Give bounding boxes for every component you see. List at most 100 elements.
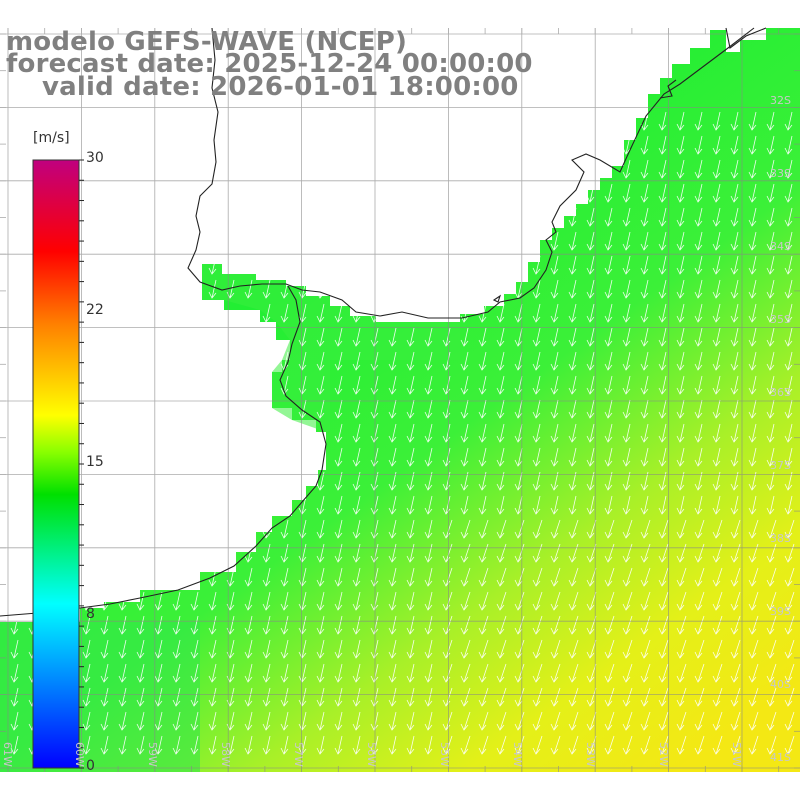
wind-arrow: [514, 423, 523, 443]
wind-arrow: [640, 519, 651, 539]
wind-arrow: [514, 375, 523, 395]
wind-arrow: [730, 663, 741, 683]
lon-label: 52W: [657, 742, 670, 767]
wind-arrow: [766, 111, 775, 131]
wind-arrow: [640, 423, 649, 443]
wind-arrow: [208, 279, 217, 299]
wind-arrow: [712, 255, 721, 275]
wind-arrow: [568, 735, 579, 755]
wind-arrow: [82, 663, 91, 683]
wind-arrow: [550, 423, 559, 443]
wind-arrow: [352, 687, 361, 707]
wind-arrow: [478, 639, 489, 659]
wind-arrow: [784, 519, 795, 539]
wind-arrow: [784, 591, 795, 611]
wind-arrow: [730, 543, 741, 563]
wind-arrow: [460, 471, 469, 491]
wind-arrow: [784, 447, 793, 467]
wind-arrow: [208, 639, 217, 659]
wind-arrow: [640, 735, 651, 755]
wind-arrow: [478, 447, 487, 467]
wind-arrow: [766, 615, 777, 635]
wind-arrow: [244, 591, 253, 611]
coastline-argentina: [0, 285, 327, 617]
wind-arrow: [730, 375, 739, 395]
wind-arrow: [514, 591, 525, 611]
wind-arrow: [640, 279, 649, 299]
wind-arrow: [478, 687, 489, 707]
wind-arrow: [190, 735, 199, 755]
wind-arrow: [334, 447, 343, 467]
wind-arrow: [460, 543, 471, 563]
wind-arrow: [622, 231, 631, 251]
wind-arrow: [100, 591, 109, 611]
wind-arrow: [658, 711, 669, 731]
wind-arrow: [388, 567, 397, 587]
wind-arrow: [748, 519, 759, 539]
wind-arrow: [334, 663, 343, 683]
graticule: [0, 28, 800, 772]
lat-label: 36S: [770, 386, 791, 399]
wind-arrow: [604, 183, 613, 203]
wind-arrow: [622, 255, 631, 275]
wind-arrow: [280, 687, 289, 707]
wind-arrow: [730, 159, 739, 179]
wind-arrow: [784, 303, 793, 323]
wind-arrow: [550, 615, 561, 635]
wind-arrow: [586, 231, 595, 251]
wind-arrow: [676, 471, 685, 491]
wind-arrow: [658, 519, 669, 539]
wind-arrow: [712, 447, 721, 467]
wind-arrow: [334, 351, 343, 371]
wind-arrow: [208, 711, 217, 731]
wind-arrow: [316, 735, 325, 755]
wind-arrow: [352, 519, 361, 539]
wind-arrow: [730, 303, 739, 323]
wind-arrow: [586, 399, 595, 419]
wind-arrow: [514, 543, 525, 563]
wind-arrow: [532, 663, 543, 683]
wind-arrow: [694, 567, 705, 587]
wind-arrow: [208, 591, 217, 611]
wind-arrow: [676, 303, 685, 323]
wind-arrow: [406, 639, 415, 659]
wind-arrow: [766, 519, 777, 539]
wind-arrow: [784, 543, 795, 563]
lon-label: 57W: [292, 742, 305, 767]
wind-arrow: [586, 279, 595, 299]
wind-arrow: [676, 687, 687, 707]
wind-arrow: [460, 639, 471, 659]
wind-arrow: [730, 231, 739, 251]
map-title: modelo GEFS-WAVE (NCEP): [6, 27, 408, 57]
wind-arrow: [640, 303, 649, 323]
wind-arrow: [172, 615, 181, 635]
wind-arrow: [676, 231, 685, 251]
wind-arrow: [388, 519, 397, 539]
wind-arrow: [334, 735, 343, 755]
wind-arrow: [388, 639, 397, 659]
wind-arrow: [694, 735, 705, 755]
wind-arrow: [766, 327, 775, 347]
wind-arrow: [784, 423, 793, 443]
wind-arrow: [640, 687, 651, 707]
wind-arrow: [676, 447, 685, 467]
wind-arrow: [352, 639, 361, 659]
wind-arrow: [280, 711, 289, 731]
wind-arrow: [478, 615, 489, 635]
wind-arrow: [424, 399, 433, 419]
wind-arrow: [568, 543, 579, 563]
wind-arrow: [532, 687, 543, 707]
wind-arrow: [280, 303, 289, 323]
wind-arrow: [784, 471, 793, 491]
wind-arrow: [82, 639, 91, 659]
wind-arrow: [550, 375, 559, 395]
wind-arrow: [478, 423, 487, 443]
wind-arrow: [190, 663, 199, 683]
wind-arrow: [100, 735, 109, 755]
wind-arrow: [496, 399, 505, 419]
wind-arrow: [622, 159, 631, 179]
wind-arrow: [622, 399, 631, 419]
wind-arrow: [514, 711, 525, 731]
wind-arrow: [100, 663, 109, 683]
